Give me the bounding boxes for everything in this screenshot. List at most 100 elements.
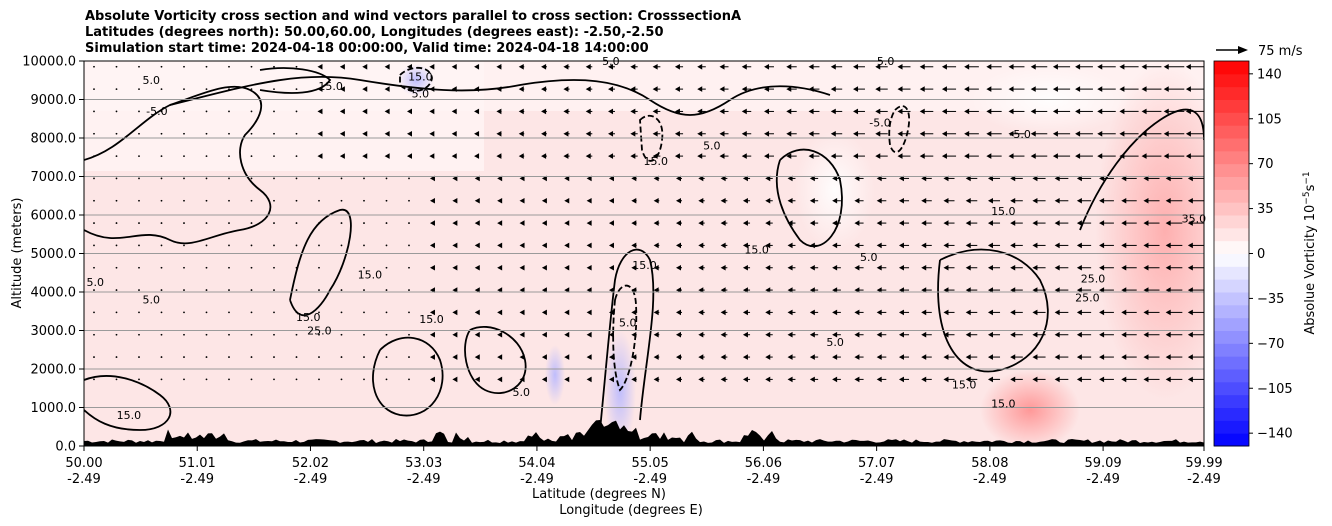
wind-vector-208 [385,356,388,358]
wind-vector-head-537 [876,331,882,338]
wind-vector-160 [318,289,320,291]
wind-vector-head-397 [675,220,681,226]
wind-vector-head-485 [809,175,815,182]
wind-vector-head-723 [1163,130,1169,137]
wind-vector-head-702 [1121,331,1127,338]
wind-vector-head-430 [720,287,726,293]
wind-vector-149 [295,378,298,381]
wind-vector-head-532 [876,220,882,226]
wind-vector-head-604 [986,153,992,159]
wind-vector-head-555 [919,63,925,70]
wind-vector-12 [93,333,95,336]
wind-vector-head-708 [1141,130,1147,137]
wind-vector-head-199 [384,153,390,159]
wind-vector-49 [160,155,163,157]
wind-vector-41 [138,311,140,314]
wind-vector-head-303 [541,130,547,137]
wind-vector-head-404 [675,376,681,383]
wind-vector-head-338 [586,242,592,249]
wind-vector-head-463 [765,354,771,360]
wind-vector-head-554 [898,376,904,383]
wind-vector-head-606 [987,197,993,204]
wind-vector-head-614 [987,376,993,383]
wind-vector-head-743 [1187,242,1193,249]
wind-vector-92 [228,110,230,113]
wind-vector-head-547 [898,220,904,226]
field-blob-blue-small [545,345,565,405]
wind-vector-86 [205,311,208,314]
contour-labels: 5.05.015.015.025.015.05.05.015.015.05.01… [86,55,1206,422]
colorbar-level-3 [1214,394,1249,408]
wind-vector-head-433 [720,354,726,360]
colorbar-level-2 [1214,407,1249,421]
wind-vector-head-714 [1143,264,1149,271]
terrain [84,420,1204,446]
wind-vector-173 [340,244,343,247]
y-tick-label-9: 9000.0 [31,93,77,108]
wind-vector-head-236 [429,309,435,316]
wind-vector-head-675 [1097,63,1103,70]
wind-vector-head-396 [675,197,681,204]
wind-vector-head-490 [809,287,815,293]
colorbar-levels [1214,61,1249,447]
x-tick-lon-10: -2.49 [1187,472,1221,487]
wind-vector-head-386 [653,309,659,316]
wind-vector-215 [408,177,410,180]
wind-vector-158 [318,244,320,247]
wind-vector-161 [318,311,320,314]
wind-vector-head-301 [541,86,547,92]
wind-vector-head-674 [1076,376,1082,383]
wind-vector-head-528 [875,130,881,137]
quiver-key-label: 75 m/s [1258,44,1303,59]
wind-vector-head-641 [1032,309,1038,316]
wind-vector-head-391 [674,86,680,92]
wind-vector-139 [295,155,298,157]
wind-vector-head-508 [832,354,838,360]
wind-vector-head-290 [519,175,525,182]
wind-vector-head-341 [586,309,592,316]
wind-vector-head-325 [564,287,570,293]
contour-left-low [84,375,172,431]
wind-vector-head-633 [1030,130,1036,137]
wind-vector-head-246 [452,197,458,204]
wind-vector-52 [160,222,163,224]
wind-vector-head-666 [1076,197,1082,204]
wind-vector-head-337 [586,220,592,226]
wind-vector-head-292 [519,220,525,226]
wind-vector-head-480 [808,63,814,70]
wind-vector-9 [93,266,95,269]
y-tick-label-1: 1000.0 [31,401,77,416]
wind-vector-head-227 [429,108,435,115]
wind-vector-head-587 [964,108,970,115]
wind-vector-head-689 [1099,376,1105,383]
wind-vector-head-251 [452,309,458,316]
wind-vector-head-229 [429,153,435,159]
wind-vector-head-619 [1008,153,1014,159]
wind-vector-head-709 [1141,153,1147,159]
contour-label-16: 15.0 [991,205,1016,218]
wind-vector-head-374 [631,376,637,383]
wind-vector-head-314 [541,376,547,383]
wind-vector-32 [138,110,140,113]
wind-vector-head-694 [1119,153,1125,159]
wind-vector-head-440 [742,175,748,182]
wind-vector-head-538 [876,354,882,360]
x-tick-lat-10: 59.99 [1185,456,1222,471]
wind-vector-head-615 [1008,63,1014,70]
wind-vector-head-392 [674,108,680,115]
wind-vector-head-415 [698,287,704,293]
wind-vector-16 [115,88,118,91]
wind-vector-head-514 [853,153,859,159]
wind-vector-186 [363,199,365,202]
wind-vector-head-741 [1187,197,1193,204]
wind-vector-head-372 [631,331,637,338]
wind-vector-head-620 [1010,175,1016,182]
wind-vector-head-644 [1032,376,1038,383]
wind-vector-head-578 [943,242,949,249]
wind-vector-222 [408,333,410,336]
wind-vector-head-212 [406,108,412,115]
wind-vector-head-296 [519,309,525,316]
wind-vector-head-563 [921,242,927,249]
x-tick-lat-3: 53.03 [405,456,442,471]
wind-vector-130 [273,289,275,291]
